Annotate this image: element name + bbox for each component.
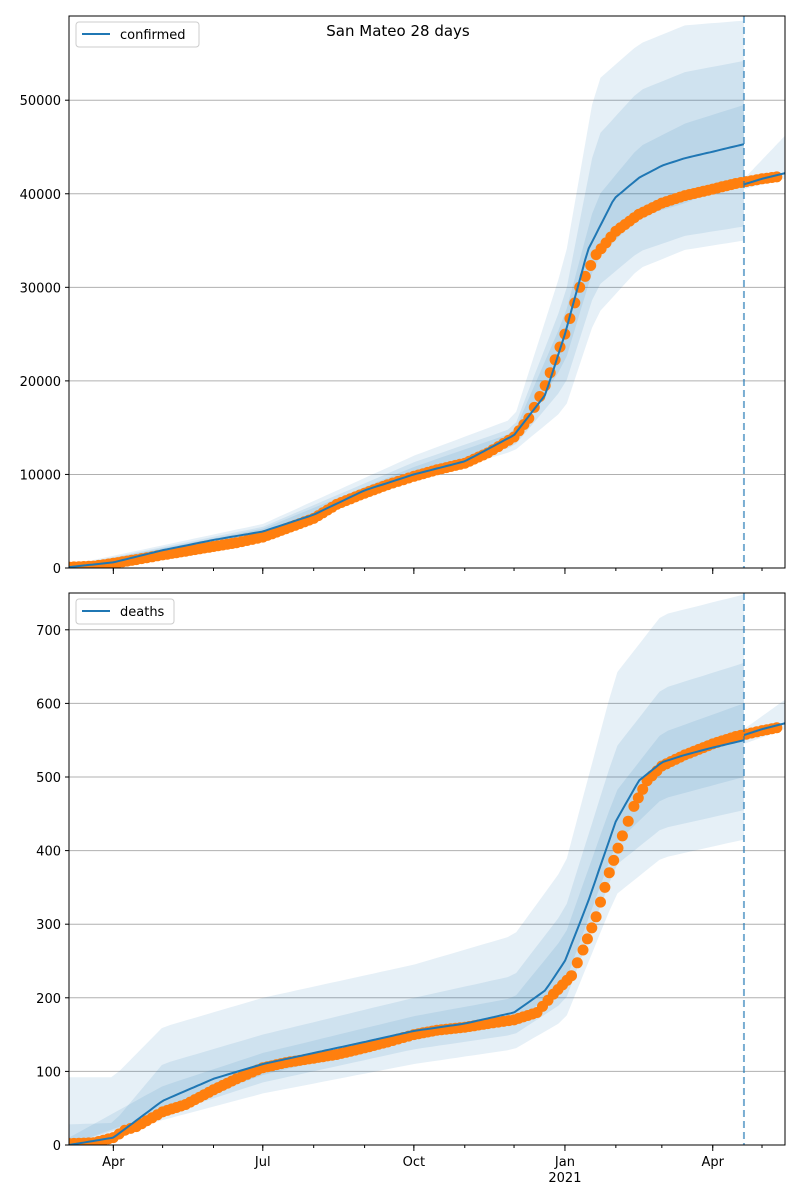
observed-point <box>577 944 589 956</box>
observed-point <box>581 933 593 945</box>
x-tick-label: Apr <box>701 1155 724 1170</box>
observed-point <box>599 881 611 893</box>
x-year-label: 2021 <box>548 1171 581 1186</box>
uncertainty-band <box>69 60 744 568</box>
deaths-panel: 0 100 200 300 400 500 600 700 Apr Jul Oct Jan Apr 202… <box>36 592 786 1186</box>
y-tick-label: 20000 <box>20 375 61 390</box>
projection-line <box>743 722 785 736</box>
y-tick-label: 400 <box>36 845 61 860</box>
y-tick-label: 0 <box>53 562 61 577</box>
legend-box <box>75 21 200 48</box>
uncertainty-band <box>69 104 744 568</box>
model-line <box>69 143 745 568</box>
x-tick-label: Jan <box>554 1155 575 1170</box>
observed-point <box>590 911 602 923</box>
y-tick-label: 10000 <box>20 468 61 483</box>
uncertainty-band <box>69 662 744 1145</box>
y-tick-label: 200 <box>36 992 61 1007</box>
y-tick-label: 500 <box>36 771 61 786</box>
x-tick-label: Apr <box>102 1155 125 1170</box>
observed-point <box>571 957 583 969</box>
observed-point <box>622 815 634 827</box>
y-tick-label: 100 <box>36 1065 61 1080</box>
axes-frame <box>68 592 786 1146</box>
plot-area <box>69 20 785 568</box>
confirmed-panel: 0 10000 20000 30000 40000 50000 confirmed <box>20 15 786 577</box>
legend-box <box>75 598 175 625</box>
x-tick-label: Oct <box>403 1155 425 1170</box>
x-tick-label: Jul <box>254 1155 271 1170</box>
legend-label: deaths <box>120 605 165 620</box>
legend-label: confirmed <box>120 28 186 43</box>
observed-point <box>632 792 644 804</box>
observed-point <box>608 854 620 866</box>
observed-point <box>616 830 628 842</box>
chart-title: San Mateo 28 days <box>326 22 470 40</box>
y-tick-label: 300 <box>36 918 61 933</box>
observed-point <box>566 970 577 982</box>
model-line <box>69 739 745 1145</box>
y-tick-label: 30000 <box>20 281 61 296</box>
observed-point <box>586 922 598 934</box>
uncertainty-band <box>69 594 744 1145</box>
y-tick-label: 700 <box>36 624 61 639</box>
y-tick-label: 50000 <box>20 94 61 109</box>
observed-point <box>628 800 640 812</box>
y-tick-label: 0 <box>53 1139 61 1154</box>
y-tick-label: 40000 <box>20 188 61 203</box>
observed-point <box>637 783 649 795</box>
y-tick-label: 600 <box>36 697 61 712</box>
observed-point <box>603 867 615 879</box>
legend: confirmed <box>75 21 200 48</box>
uncertainty-band <box>69 703 744 1145</box>
legend: deaths <box>75 598 175 625</box>
axes-frame <box>68 15 786 569</box>
plot-area <box>69 594 785 1145</box>
uncertainty-band <box>69 20 744 568</box>
observed-point <box>595 896 606 908</box>
observed-point <box>612 842 624 854</box>
observed-point <box>585 260 597 271</box>
projection-line <box>743 172 785 186</box>
